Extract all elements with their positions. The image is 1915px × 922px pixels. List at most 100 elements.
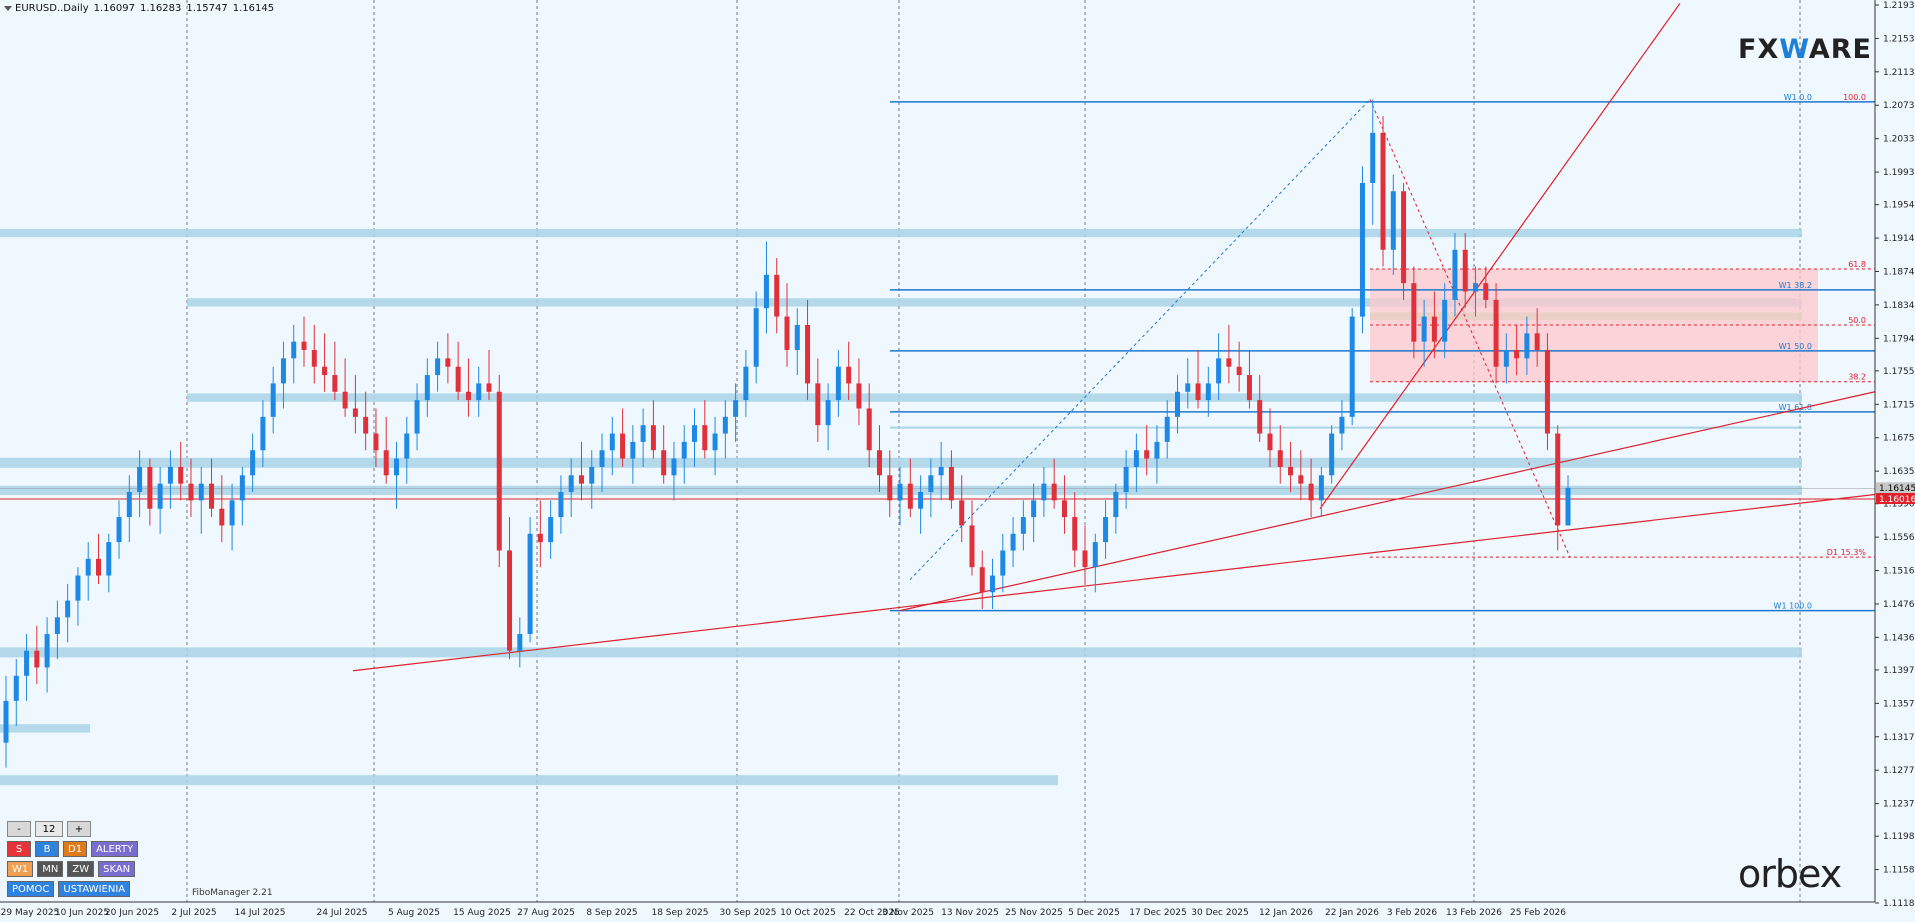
help-button[interactable]: POMOC xyxy=(7,881,55,897)
candle-body xyxy=(620,433,626,459)
candle-body xyxy=(948,466,954,501)
candle-body xyxy=(938,466,944,476)
candle-body xyxy=(1514,349,1520,359)
candle-body xyxy=(1031,500,1037,518)
candle-body xyxy=(1339,416,1345,434)
period-value[interactable]: 12 xyxy=(35,821,63,837)
candle-body xyxy=(44,634,50,668)
candle-body xyxy=(1175,391,1180,417)
y-tick-label: 1.13170 xyxy=(1883,733,1915,743)
decrease-button[interactable]: - xyxy=(7,821,31,837)
candle-body xyxy=(54,617,60,635)
chevron-down-icon[interactable] xyxy=(4,5,12,11)
candle-body xyxy=(856,383,862,409)
x-tick-label: 29 May 2025 xyxy=(1,908,60,918)
candle-body xyxy=(1308,483,1314,501)
candle-body xyxy=(661,450,667,476)
x-tick-label: 3 Nov 2025 xyxy=(882,908,934,918)
candle-body xyxy=(229,500,235,526)
increase-button[interactable]: + xyxy=(67,821,91,837)
x-tick-label: 3 Feb 2026 xyxy=(1387,908,1438,918)
candle-body xyxy=(507,550,513,651)
buy-button[interactable]: B xyxy=(35,841,59,857)
candle-body xyxy=(486,383,492,392)
candle-body xyxy=(517,634,523,651)
sr-zone xyxy=(0,457,1802,468)
trend-lines xyxy=(352,2,1876,672)
candle-body xyxy=(609,433,615,451)
candle-body xyxy=(1524,333,1530,359)
x-tick-label: 10 Oct 2025 xyxy=(780,908,836,918)
candle-body xyxy=(1565,487,1571,526)
candle-body xyxy=(589,466,595,484)
candle-body xyxy=(13,675,19,701)
fib-label: W1 0.0 xyxy=(1784,93,1812,102)
candle-body xyxy=(1103,517,1109,543)
sr-zone xyxy=(187,298,1802,307)
candle-body xyxy=(414,400,420,434)
candle-body xyxy=(784,316,790,350)
candle-body xyxy=(1185,383,1191,392)
y-tick-label: 1.11580 xyxy=(1883,866,1915,876)
orbex-logo: orbex xyxy=(1738,852,1842,896)
candle-body xyxy=(1349,316,1355,417)
candle-body xyxy=(876,450,882,476)
sell-button[interactable]: S xyxy=(7,841,31,857)
candle-body xyxy=(1061,500,1067,518)
candle-body xyxy=(1318,475,1324,501)
sr-zone xyxy=(0,647,1802,658)
x-tick-label: 5 Dec 2025 xyxy=(1068,908,1120,918)
alerts-button[interactable]: ALERTY xyxy=(91,841,139,857)
fib-diagonal xyxy=(909,99,1371,581)
y-tick-label: 1.17150 xyxy=(1883,400,1915,410)
candle-body xyxy=(1555,433,1561,526)
candle-body xyxy=(1010,533,1016,551)
trend-line xyxy=(1319,2,1681,510)
candle-body xyxy=(65,600,71,618)
candle-body xyxy=(1041,483,1047,501)
y-tick-label: 1.17550 xyxy=(1883,367,1915,377)
scan-button[interactable]: SKAN xyxy=(98,861,136,877)
candle-body xyxy=(424,375,430,401)
fib-label: W1 61.8 xyxy=(1779,403,1812,412)
y-tick-label: 1.14760 xyxy=(1883,600,1915,610)
candle-body xyxy=(825,400,831,426)
candle-body xyxy=(1267,433,1273,451)
candle-body xyxy=(1288,466,1294,476)
candle-body xyxy=(106,542,112,576)
candle-body xyxy=(1072,517,1078,551)
close-value: 1.16145 xyxy=(232,3,275,14)
sr-zone xyxy=(0,724,90,733)
x-tick-label: 20 Jun 2025 xyxy=(105,908,159,918)
bid-price-label: 1.16145 xyxy=(1876,482,1915,494)
candle-body xyxy=(363,416,369,434)
candle-body xyxy=(476,383,482,401)
candle-body xyxy=(157,483,163,509)
candle-body xyxy=(743,366,749,401)
candle-body xyxy=(805,324,811,384)
candle-body xyxy=(1123,466,1129,493)
candle-body xyxy=(990,575,996,593)
candle-body xyxy=(1421,316,1427,342)
fib-label: W1 100.0 xyxy=(1774,602,1812,611)
candle-body xyxy=(291,341,297,359)
w1-button[interactable]: W1 xyxy=(7,861,34,877)
chart-grid xyxy=(186,0,1801,902)
candle-body xyxy=(373,433,379,451)
fib-label: D1 15.3% xyxy=(1827,548,1867,557)
settings-button[interactable]: USTAWIENIA xyxy=(58,881,131,897)
d1-button[interactable]: D1 xyxy=(63,841,88,857)
chart-header: EURUSD..Daily 1.16097 1.16283 1.15747 1.1614… xyxy=(4,3,279,14)
fib-label: W1 38.2 xyxy=(1779,281,1812,290)
candle-body xyxy=(95,558,101,576)
candle-body xyxy=(1503,349,1509,367)
mn-button[interactable]: MN xyxy=(37,861,64,877)
candle-body xyxy=(548,517,554,543)
x-tick-label: 2 Jul 2025 xyxy=(171,908,216,918)
zw-button[interactable]: ZW xyxy=(67,861,95,877)
y-tick-label: 1.12370 xyxy=(1883,800,1915,810)
svg-text:1.16145: 1.16145 xyxy=(1879,484,1915,494)
x-tick-label: 24 Jul 2025 xyxy=(317,908,368,918)
candle-body xyxy=(250,450,256,476)
candle-body xyxy=(496,391,502,551)
